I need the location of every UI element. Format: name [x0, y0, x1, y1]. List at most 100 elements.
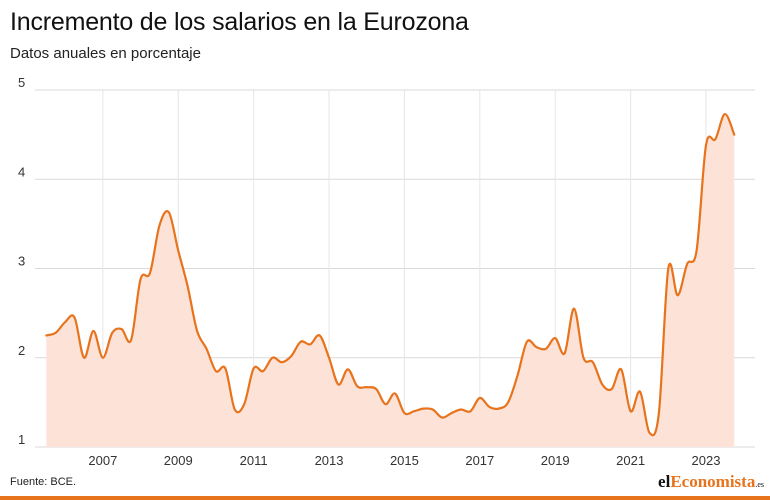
data-point	[269, 355, 275, 361]
data-point	[100, 355, 106, 361]
data-point	[260, 368, 266, 374]
data-point	[392, 390, 398, 396]
publisher-logo: elEconomista.es	[658, 472, 764, 492]
y-tick-label: 5	[18, 75, 25, 90]
data-point	[439, 415, 445, 421]
y-tick-label: 3	[18, 254, 25, 269]
x-tick-label: 2015	[390, 453, 419, 468]
data-point	[562, 350, 568, 356]
y-tick-label: 2	[18, 343, 25, 358]
data-point	[251, 365, 257, 371]
data-point	[138, 276, 144, 282]
data-point	[288, 353, 294, 359]
data-point	[430, 407, 436, 413]
x-tick-label: 2013	[315, 453, 344, 468]
data-point	[467, 408, 473, 414]
data-point	[194, 328, 200, 334]
x-tick-label: 2017	[465, 453, 494, 468]
data-point	[156, 223, 162, 229]
data-point	[675, 292, 681, 298]
data-point	[590, 359, 596, 365]
data-point	[665, 266, 671, 272]
data-point	[279, 359, 285, 365]
data-point	[241, 401, 247, 407]
chart-subtitle: Datos anuales en porcentaje	[10, 45, 201, 62]
data-point	[383, 401, 389, 407]
data-point	[637, 389, 643, 395]
bottom-accent-bar	[0, 496, 770, 500]
data-point	[354, 383, 360, 389]
data-point	[618, 366, 624, 372]
data-point	[185, 283, 191, 289]
data-point	[119, 326, 125, 332]
data-point	[401, 410, 407, 416]
chart-plot: 1 2 3 4 5 2007 2009 2011 2013 2015 2017 2019 2021 202…	[18, 75, 755, 468]
data-point	[646, 430, 652, 436]
data-point	[599, 382, 605, 388]
data-point	[712, 136, 718, 142]
data-point	[128, 337, 134, 343]
data-point	[552, 335, 558, 341]
data-point	[628, 408, 634, 414]
x-tick-label: 2019	[541, 453, 570, 468]
data-point	[515, 373, 521, 379]
data-point	[486, 404, 492, 410]
data-point	[53, 330, 59, 336]
data-point	[524, 339, 530, 345]
data-point	[543, 346, 549, 352]
data-point	[373, 386, 379, 392]
data-point	[175, 248, 181, 254]
x-tick-label: 2011	[240, 453, 268, 468]
logo-tld: .es	[755, 480, 764, 489]
chart-title: Incremento de los salarios en la Eurozon…	[10, 8, 469, 36]
data-point	[72, 315, 78, 321]
x-tick-label: 2009	[164, 453, 193, 468]
data-point	[703, 142, 709, 148]
data-point	[62, 319, 68, 325]
x-tick-label: 2007	[88, 453, 117, 468]
data-point	[477, 395, 483, 401]
data-point	[43, 332, 49, 338]
series-line	[45, 113, 736, 437]
data-point	[364, 384, 370, 390]
data-point	[345, 366, 351, 372]
logo-accent: Economista	[670, 472, 756, 491]
data-point	[109, 330, 115, 336]
data-point	[420, 406, 426, 412]
data-point	[694, 248, 700, 254]
data-point	[90, 328, 96, 334]
data-point	[335, 382, 341, 388]
data-point	[505, 399, 511, 405]
logo-prefix: el	[658, 472, 671, 491]
data-point	[411, 408, 417, 414]
data-point	[81, 355, 87, 361]
data-point	[722, 111, 728, 117]
line-layer	[43, 111, 736, 437]
data-point	[298, 339, 304, 345]
x-tick-label: 2021	[616, 453, 645, 468]
x-tick-label: 2023	[692, 453, 721, 468]
data-point	[656, 410, 662, 416]
data-point	[222, 365, 228, 371]
data-point	[580, 355, 586, 361]
source-note: Fuente: BCE.	[10, 476, 77, 488]
data-point	[232, 407, 238, 413]
area-layer	[46, 114, 735, 448]
data-point	[571, 306, 577, 312]
data-point	[166, 209, 172, 215]
data-point	[204, 346, 210, 352]
data-point	[307, 341, 313, 347]
label-layer: 1 2 3 4 5 2007 2009 2011 2013 2015 2017 2019 2021 202…	[18, 75, 720, 468]
data-point	[684, 261, 690, 267]
data-point	[449, 410, 455, 416]
data-point	[326, 355, 332, 361]
data-point	[533, 344, 539, 350]
series-area-fill	[46, 114, 735, 448]
data-point	[317, 332, 323, 338]
data-point	[458, 407, 464, 413]
data-point	[496, 406, 502, 412]
data-point	[147, 270, 153, 276]
y-tick-label: 4	[18, 164, 25, 179]
data-point	[213, 368, 219, 374]
y-tick-label: 1	[18, 432, 25, 447]
